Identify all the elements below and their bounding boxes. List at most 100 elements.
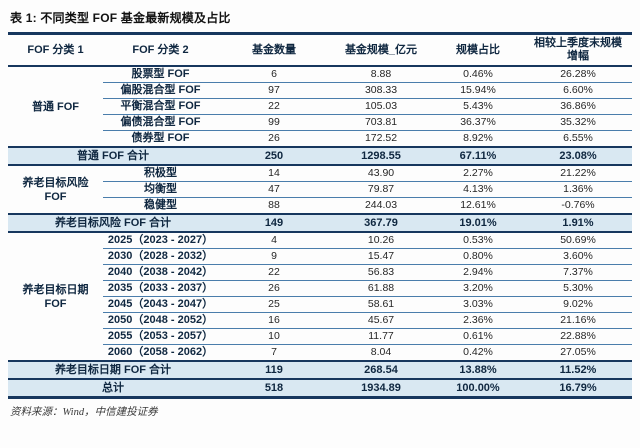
fund-count-cell: 25 (218, 296, 330, 313)
header-fof-class1: FOF 分类 1 (8, 33, 103, 68)
scale-share-cell: 15.94% (432, 82, 524, 99)
fund-scale-cell: 56.83 (330, 264, 432, 281)
category-cell: 2045（2043 - 2047） (103, 296, 218, 313)
table-row: 普通 FOF 股票型 FOF 6 8.88 0.46% 26.28% (8, 66, 632, 112)
table-row: 平衡混合型 FOF 22 105.03 5.43% 36.86% (8, 98, 632, 115)
scale-share-cell: 3.20% (432, 280, 524, 297)
fund-scale-cell: 367.79 (330, 213, 432, 234)
fund-scale-cell: 8.04 (330, 344, 432, 362)
category-cell: 股票型 FOF (131, 68, 190, 81)
summary-label-cell: 养老目标风险 FOF 合计 (8, 213, 218, 234)
category-cell: 均衡型 (103, 181, 218, 198)
category-cell: 偏债混合型 FOF (103, 114, 218, 131)
qoq-change-cell: 36.86% (524, 98, 632, 115)
qoq-change-cell: 6.60% (524, 82, 632, 99)
qoq-change-cell: 9.02% (524, 296, 632, 313)
summary-label-cell: 普通 FOF 合计 (8, 146, 218, 167)
report-table-page: 表 1: 不同类型 FOF 基金最新规模及占比 FOF 分类 1 FOF 分类 … (8, 11, 632, 418)
fund-count-cell: 10 (218, 328, 330, 345)
category-cell: 积极型 (144, 167, 177, 180)
scale-share-cell: 8.92% (432, 130, 524, 148)
category-cell: 债券型 FOF (103, 130, 218, 148)
fund-scale-cell: 8.88 (370, 68, 392, 81)
fund-scale-cell: 244.03 (330, 197, 432, 215)
fund-count-cell: 149 (218, 213, 330, 234)
scale-share-cell: 0.80% (432, 248, 524, 265)
qoq-change-cell: 16.79% (524, 378, 632, 399)
summary-label-cell: 总计 (8, 378, 218, 399)
fund-scale-cell: 61.88 (330, 280, 432, 297)
category-cell: 偏股混合型 FOF (103, 82, 218, 99)
table-row: 债券型 FOF 26 172.52 8.92% 6.55% (8, 130, 632, 148)
header-qoq-change: 相较上季度末规模增幅 (524, 33, 632, 68)
qoq-change-cell: 3.60% (524, 248, 632, 265)
category-cell: 2055（2053 - 2057） (103, 328, 218, 345)
fund-scale-cell: 43.90 (367, 167, 395, 180)
scale-share-cell: 12.61% (432, 197, 524, 215)
fund-count-cell: 26 (218, 280, 330, 297)
fund-count-cell: 99 (218, 114, 330, 131)
scale-share-cell: 0.46% (463, 68, 493, 81)
fund-scale-cell: 1298.55 (330, 146, 432, 167)
header-row: FOF 分类 1 FOF 分类 2 基金数量 基金规模_亿元 规模占比 相较上季… (8, 33, 632, 68)
fund-count-cell: 26 (218, 130, 330, 148)
fund-scale-cell: 308.33 (330, 82, 432, 99)
qoq-change-cell: 26.28% (560, 68, 596, 81)
scale-share-cell: 19.01% (432, 213, 524, 234)
fund-count-cell: 518 (218, 378, 330, 399)
category-cell: 2060（2058 - 2062） (103, 344, 218, 362)
header-fof-class2: FOF 分类 2 (103, 33, 218, 68)
qoq-change-cell: 21.22% (560, 167, 596, 180)
qoq-change-cell: 7.37% (524, 264, 632, 281)
table-row: 2050（2048 - 2052） 16 45.67 2.36% 21.16% (8, 312, 632, 329)
scale-share-cell: 13.88% (432, 360, 524, 381)
fund-count-cell: 4 (271, 234, 277, 247)
fund-count-cell: 22 (218, 98, 330, 115)
fund-scale-cell: 45.67 (330, 312, 432, 329)
fof-scale-table: FOF 分类 1 FOF 分类 2 基金数量 基金规模_亿元 规模占比 相较上季… (8, 32, 632, 399)
scale-share-cell: 2.94% (432, 264, 524, 281)
scale-share-cell: 36.37% (432, 114, 524, 131)
header-fund-count: 基金数量 (218, 33, 330, 68)
scale-share-cell: 0.42% (432, 344, 524, 362)
qoq-change-cell: 50.69% (560, 234, 596, 247)
table-row: 2055（2053 - 2057） 10 11.77 0.61% 22.88% (8, 328, 632, 345)
scale-share-cell: 3.03% (432, 296, 524, 313)
qoq-change-cell: 35.32% (524, 114, 632, 131)
fund-scale-cell: 105.03 (330, 98, 432, 115)
qoq-change-cell: 22.88% (524, 328, 632, 345)
category-cell: 平衡混合型 FOF (103, 98, 218, 115)
category-cell: 2050（2048 - 2052） (103, 312, 218, 329)
category-cell: 2040（2038 - 2042） (103, 264, 218, 281)
fund-count-cell: 9 (218, 248, 330, 265)
grand-total-row: 总计 518 1934.89 100.00% 16.79% (8, 378, 632, 399)
fund-scale-cell: 79.87 (330, 181, 432, 198)
table-row: 偏股混合型 FOF 97 308.33 15.94% 6.60% (8, 82, 632, 99)
fund-scale-cell: 268.54 (330, 360, 432, 381)
table-row: 2040（2038 - 2042） 22 56.83 2.94% 7.37% (8, 264, 632, 281)
table-row: 2030（2028 - 2032） 9 15.47 0.80% 3.60% (8, 248, 632, 265)
scale-share-cell: 0.61% (432, 328, 524, 345)
fund-count-cell: 22 (218, 264, 330, 281)
fund-count-cell: 88 (218, 197, 330, 215)
group-label-cell: 养老目标风险 FOF (22, 176, 89, 203)
summary-row: 普通 FOF 合计 250 1298.55 67.11% 23.08% (8, 146, 632, 167)
category-cell: 2035（2033 - 2037） (103, 280, 218, 297)
table-row: 养老目标风险 FOF 积极型 14 43.90 2.27% 21.22% (8, 165, 632, 203)
fund-count-cell: 16 (218, 312, 330, 329)
table-row: 养老目标日期 FOF 2025（2023 - 2027） 4 10.26 0.5… (8, 232, 632, 310)
header-fund-scale: 基金规模_亿元 (330, 33, 432, 68)
scale-share-cell: 2.36% (432, 312, 524, 329)
table-row: 均衡型 47 79.87 4.13% 1.36% (8, 181, 632, 198)
fund-scale-cell: 15.47 (330, 248, 432, 265)
fund-scale-cell: 11.77 (330, 328, 432, 345)
fund-scale-cell: 703.81 (330, 114, 432, 131)
scale-share-cell: 5.43% (432, 98, 524, 115)
fund-scale-cell: 10.26 (367, 234, 395, 247)
table-row: 偏债混合型 FOF 99 703.81 36.37% 35.32% (8, 114, 632, 131)
summary-label-cell: 养老目标日期 FOF 合计 (8, 360, 218, 381)
scale-share-cell: 67.11% (432, 146, 524, 167)
fund-scale-cell: 1934.89 (330, 378, 432, 399)
fund-scale-cell: 172.52 (330, 130, 432, 148)
fund-scale-cell: 58.61 (330, 296, 432, 313)
